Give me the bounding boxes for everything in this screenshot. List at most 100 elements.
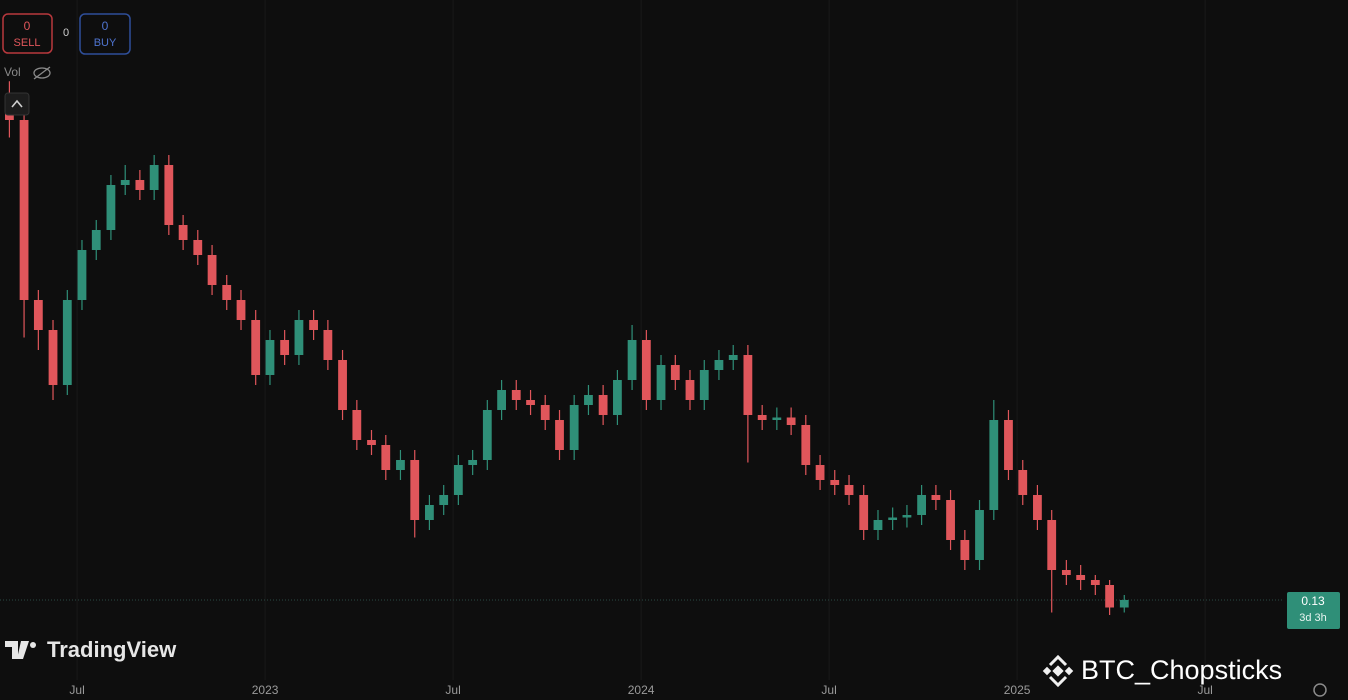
candle-body <box>149 165 159 190</box>
candle-body <box>468 460 478 465</box>
candle-body <box>772 417 782 420</box>
sell-label: SELL <box>14 37 41 49</box>
collapse-icon <box>11 99 23 108</box>
candle-body <box>801 425 811 465</box>
candle-body <box>1076 575 1086 580</box>
candle-body <box>222 285 232 300</box>
candle-body <box>338 360 347 410</box>
candle-body <box>555 420 564 450</box>
candle-body <box>106 185 116 230</box>
candle-body <box>627 340 637 380</box>
brand: TradingView <box>5 637 177 662</box>
candle-body <box>844 485 854 495</box>
candle-body <box>873 520 883 530</box>
candle-body <box>946 500 955 540</box>
candle-body <box>352 410 362 440</box>
brand-logo-dot <box>30 642 36 648</box>
buy-count: 0 <box>102 19 109 33</box>
candles <box>5 81 1129 615</box>
candle-body <box>902 515 912 518</box>
candle-body <box>1033 495 1042 520</box>
price-label-box <box>1287 592 1340 629</box>
candle-body <box>280 340 290 355</box>
candle-body <box>193 240 203 255</box>
candle-body <box>670 365 680 380</box>
sell-button[interactable]: 0 SELL <box>2 13 53 54</box>
volume-label: Vol <box>4 65 21 79</box>
candle-body <box>294 320 304 355</box>
x-tick-label: 2023 <box>252 683 279 697</box>
candle-body <box>786 417 796 425</box>
candle-body <box>1047 520 1057 570</box>
candle-body <box>62 300 72 385</box>
candle-body <box>207 255 217 285</box>
candle-body <box>917 495 927 515</box>
candle-body <box>251 320 261 375</box>
candle-body <box>656 365 666 400</box>
buy-box <box>79 13 131 55</box>
candle-body <box>323 330 333 360</box>
price-label: 0.13 <box>1301 594 1325 608</box>
candle-body <box>526 400 535 405</box>
candle-body <box>888 517 898 520</box>
candle-body <box>859 495 869 530</box>
candle-body <box>830 480 840 485</box>
brand-logo <box>5 641 29 659</box>
candle-body <box>497 390 506 410</box>
x-tick-label: Jul <box>445 683 460 697</box>
candle-body <box>569 405 579 450</box>
sell-box <box>2 13 53 54</box>
settings-button[interactable] <box>1313 683 1327 697</box>
x-tick-label: 2025 <box>1004 683 1031 697</box>
candle-body <box>381 445 391 470</box>
candle-body <box>960 540 970 560</box>
candle-body <box>77 250 87 300</box>
candle-body <box>815 465 825 480</box>
spread: 0 <box>63 27 69 39</box>
buy-button[interactable]: 0 BUY <box>79 13 131 55</box>
candle-body <box>511 390 521 400</box>
candle-body <box>410 460 420 520</box>
candle-body <box>613 380 622 415</box>
candle-body <box>164 165 174 225</box>
grid <box>0 0 1284 680</box>
candle-body <box>120 180 130 185</box>
candle-body <box>482 410 492 460</box>
visibility-toggle[interactable] <box>33 66 51 80</box>
collapse-box <box>4 92 30 116</box>
sell-count: 0 <box>24 19 31 33</box>
candle-body <box>743 355 753 415</box>
buy-label: BUY <box>94 37 117 49</box>
candle-body <box>598 395 608 415</box>
candle-body <box>396 460 405 470</box>
candle-body <box>931 495 941 500</box>
candle-body <box>540 405 550 420</box>
x-tick-label: Jul <box>69 683 84 697</box>
candle-body <box>699 370 709 400</box>
candle-body <box>989 420 999 510</box>
candle-body <box>584 395 593 405</box>
candle-body <box>91 230 101 250</box>
collapse-button[interactable] <box>4 92 30 116</box>
candle-body <box>975 510 984 560</box>
candle-body <box>1004 420 1013 470</box>
candle-body <box>439 495 449 505</box>
candle-body <box>1061 570 1071 575</box>
candle-body <box>453 465 463 495</box>
candle-body <box>1119 600 1129 608</box>
candle-body <box>367 440 376 445</box>
x-tick-label: Jul <box>1197 683 1212 697</box>
candle-body <box>685 380 695 400</box>
settings-icon <box>1313 683 1327 697</box>
candle-body <box>19 120 29 300</box>
candle-body <box>178 225 188 240</box>
candle-body <box>1105 585 1115 608</box>
x-tick-label: Jul <box>821 683 836 697</box>
x-tick-label: 2024 <box>628 683 655 697</box>
candle-body <box>714 360 724 370</box>
candle-body <box>265 340 275 375</box>
candle-body <box>236 300 246 320</box>
candle-body <box>757 415 767 420</box>
